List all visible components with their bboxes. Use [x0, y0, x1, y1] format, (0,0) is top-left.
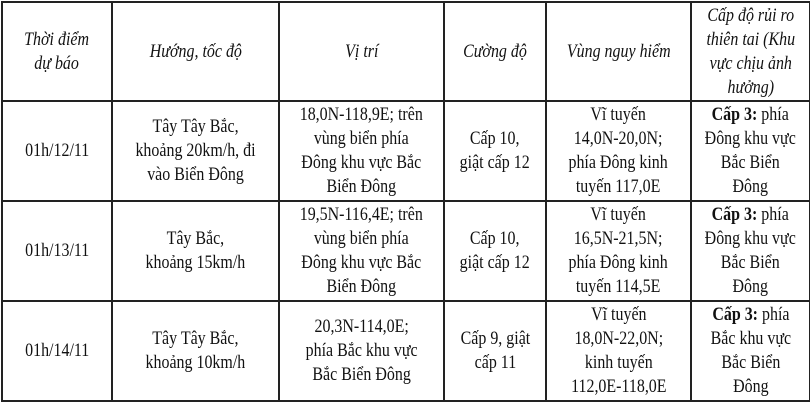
header-text: Cường độ — [463, 40, 527, 62]
position-text: 19,5N-116,4E; trên vùng biển phía Đông k… — [299, 204, 424, 297]
risk-level: Cấp 3: — [711, 104, 758, 125]
cell-time: 01h/12/11 — [1, 100, 113, 202]
header-intensity: Cường độ — [443, 1, 547, 102]
header-text: Vùng nguy hiểm — [566, 40, 671, 62]
header-direction-speed: Hướng, tốc độ — [111, 1, 280, 102]
cell-danger-zone: Vĩ tuyến 14,0N-20,0N; phía Đông kinh tuy… — [545, 100, 692, 202]
cell-position: 19,5N-116,4E; trên vùng biển phía Đông k… — [278, 200, 445, 302]
cell-risk: Cấp 3: phía Đông khu vực Bắc Biển Đông — [690, 200, 810, 302]
cell-intensity: Cấp 10, giật cấp 12 — [443, 200, 547, 302]
danger-zone-text: Vĩ tuyến 14,0N-20,0N; phía Đông kinh tuy… — [568, 104, 669, 197]
time-text: 01h/13/11 — [24, 240, 90, 261]
cell-direction: Tây Tây Bắc, khoảng 10km/h — [111, 300, 280, 402]
intensity-text: Cấp 10, giật cấp 12 — [459, 128, 531, 173]
header-danger-zone: Vùng nguy hiểm — [545, 1, 692, 102]
direction-text: Tây Bắc, khoảng 15km/h — [145, 228, 246, 273]
position-text: 18,0N-118,9E; trên vùng biển phía Đông k… — [299, 104, 424, 197]
risk-text: Cấp 3: phía Bắc khu vực Bắc Biển Đông — [710, 303, 790, 399]
cell-direction: Tây Tây Bắc, khoảng 20km/h, đi vào Biển … — [111, 100, 280, 202]
cell-risk: Cấp 3: phía Đông khu vực Bắc Biển Đông — [690, 100, 810, 202]
header-forecast-time: Thời điểm dự báo — [1, 1, 113, 102]
time-text: 01h/14/11 — [24, 340, 90, 361]
header-risk-level: Cấp độ rủi ro thiên tai (Khu vực chịu ản… — [690, 1, 810, 102]
position-text: 20,3N-114,0E; phía Bắc khu vực Bắc Biển … — [305, 316, 418, 385]
cell-danger-zone: Vĩ tuyến 18,0N-22,0N; kinh tuyến 112,0E-… — [545, 300, 692, 402]
danger-zone-text: Vĩ tuyến 18,0N-22,0N; kinh tuyến 112,0E-… — [570, 304, 667, 397]
cell-intensity: Cấp 9, giật cấp 11 — [443, 300, 547, 402]
risk-area: phía Đông khu vực Bắc Biển Đông — [704, 204, 797, 297]
danger-zone-text: Vĩ tuyến 16,5N-21,5N; phía Đông kinh tuy… — [568, 204, 669, 297]
cell-time: 01h/13/11 — [1, 200, 113, 302]
header-text: Thời điểm dự báo — [24, 28, 90, 74]
table-row: 01h/13/11 Tây Bắc, khoảng 15km/h 19,5N-1… — [1, 200, 810, 302]
direction-text: Tây Tây Bắc, khoảng 20km/h, đi vào Biển … — [135, 116, 256, 185]
table-row: 01h/14/11 Tây Tây Bắc, khoảng 10km/h 20,… — [1, 300, 810, 402]
header-position: Vị trí — [278, 1, 445, 102]
intensity-text: Cấp 9, giật cấp 11 — [460, 328, 530, 373]
cell-position: 20,3N-114,0E; phía Bắc khu vực Bắc Biển … — [278, 300, 445, 402]
cell-intensity: Cấp 10, giật cấp 12 — [443, 100, 547, 202]
time-text: 01h/12/11 — [24, 140, 90, 161]
table-row: 01h/12/11 Tây Tây Bắc, khoảng 20km/h, đi… — [1, 100, 810, 202]
risk-text: Cấp 3: phía Đông khu vực Bắc Biển Đông — [705, 203, 796, 299]
intensity-text: Cấp 10, giật cấp 12 — [459, 228, 531, 273]
risk-level: Cấp 3: — [711, 204, 758, 225]
cell-position: 18,0N-118,9E; trên vùng biển phía Đông k… — [278, 100, 445, 202]
header-text: Vị trí — [344, 40, 379, 62]
cell-time: 01h/14/11 — [1, 300, 113, 402]
risk-area: phía Đông khu vực Bắc Biển Đông — [704, 104, 797, 197]
header-row: Thời điểm dự báo Hướng, tốc độ Vị trí Cư… — [1, 1, 810, 102]
cell-risk: Cấp 3: phía Bắc khu vực Bắc Biển Đông — [690, 300, 810, 402]
cell-danger-zone: Vĩ tuyến 16,5N-21,5N; phía Đông kinh tuy… — [545, 200, 692, 302]
header-text: Hướng, tốc độ — [149, 40, 242, 62]
risk-area: phía Bắc khu vực Bắc Biển Đông — [710, 304, 791, 397]
risk-text: Cấp 3: phía Đông khu vực Bắc Biển Đông — [705, 103, 796, 199]
cell-direction: Tây Bắc, khoảng 15km/h — [111, 200, 280, 302]
direction-text: Tây Tây Bắc, khoảng 10km/h — [145, 328, 246, 373]
header-text: Cấp độ rủi ro thiên tai (Khu vực chịu ản… — [706, 4, 795, 98]
risk-level: Cấp 3: — [711, 304, 758, 325]
